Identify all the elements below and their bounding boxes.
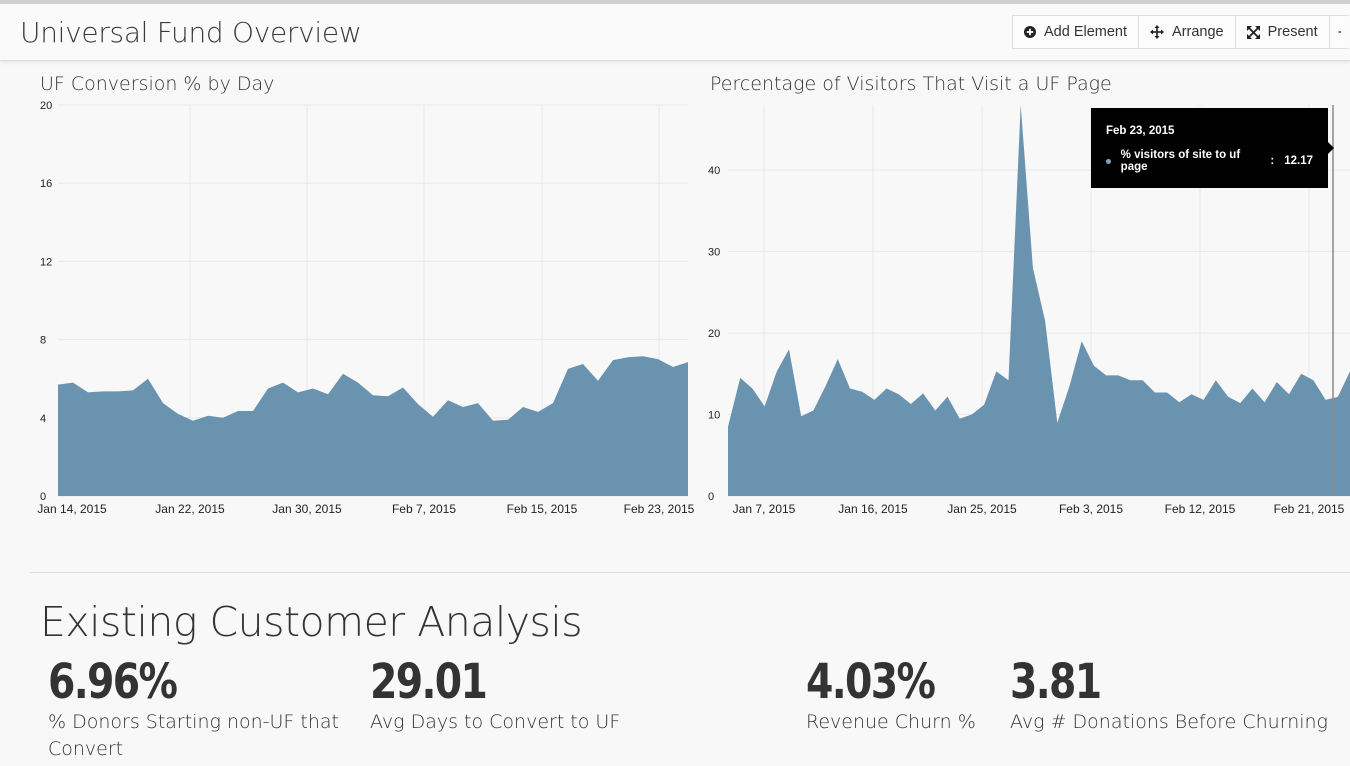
- present-label: Present: [1267, 24, 1318, 40]
- more-options-button[interactable]: [1328, 15, 1349, 49]
- arrange-label: Arrange: [1172, 24, 1224, 40]
- metric-value: 6.96%: [48, 654, 178, 710]
- y-tick-label: 4: [40, 413, 46, 425]
- move-arrows-icon: [1150, 25, 1165, 39]
- tooltip-date: Feb 23, 2015: [1106, 125, 1175, 137]
- x-tick-label: Feb 7, 2015: [392, 502, 456, 516]
- y-tick-label: 10: [708, 410, 720, 422]
- page-title: Universal Fund Overview: [20, 16, 362, 49]
- y-tick-label: 0: [40, 491, 46, 503]
- metric-label: % Donors Starting non-UF that Convert: [48, 711, 339, 760]
- chart-tooltip: Feb 23, 2015 % visitors of site to uf pa…: [1091, 108, 1334, 188]
- tooltip-value: 12.17: [1284, 155, 1313, 167]
- y-tick-label: 30: [708, 247, 720, 259]
- x-tick-label: Jan 22, 2015: [155, 502, 225, 516]
- tooltip-separator: :: [1270, 155, 1275, 167]
- dashboard-header: Universal Fund Overview Add Element Arra…: [0, 4, 1350, 61]
- add-element-label: Add Element: [1044, 24, 1128, 40]
- chart-title-visitors: Percentage of Visitors That Visit a UF P…: [710, 73, 1112, 95]
- area-series-2: [728, 105, 1350, 496]
- y-tick-label: 20: [708, 328, 720, 340]
- x-tick-label: Jan 16, 2015: [838, 502, 908, 516]
- metric-card: 4.03% Revenue Churn %: [806, 654, 996, 736]
- expand-icon: [1246, 25, 1260, 39]
- toolbar: Add Element Arrange P: [1012, 15, 1349, 51]
- x-tick-label: Jan 7, 2015: [733, 502, 796, 516]
- x-tick-label: Jan 14, 2015: [37, 502, 107, 516]
- tooltip-row: % visitors of site to uf page : 12.17: [1106, 149, 1313, 173]
- y-tick-label: 12: [40, 256, 52, 268]
- metric-value: 4.03%: [806, 654, 936, 710]
- metric-label: Avg # Donations Before Churning: [1010, 711, 1328, 733]
- metric-value: 3.81: [1010, 654, 1102, 710]
- tooltip-series-name: % visitors of site to uf page: [1120, 149, 1241, 173]
- y-tick-label: 40: [708, 165, 720, 177]
- x-tick-label: Feb 15, 2015: [507, 502, 578, 516]
- x-tick-label: Jan 30, 2015: [272, 502, 342, 516]
- plus-circle-icon: [1024, 26, 1036, 38]
- present-button[interactable]: Present: [1234, 15, 1330, 49]
- x-tick-label: Feb 23, 2015: [624, 502, 695, 516]
- metric-value: 29.01: [370, 654, 488, 710]
- arrange-button[interactable]: Arrange: [1138, 15, 1236, 49]
- section-title: Existing Customer Analysis: [40, 598, 583, 646]
- x-tick-label: Feb 21, 2015: [1274, 502, 1345, 516]
- chart-title-conversion: UF Conversion % by Day: [40, 73, 275, 95]
- x-tick-label: Jan 25, 2015: [947, 502, 1017, 516]
- tooltip-series-dot: [1106, 158, 1111, 164]
- metric-label: Revenue Churn %: [806, 711, 976, 733]
- window-top-border: [0, 0, 1350, 4]
- x-tick-label: Feb 12, 2015: [1165, 502, 1236, 516]
- section-divider: [30, 572, 1350, 573]
- y-tick-label: 8: [40, 335, 46, 347]
- more-icon: [1338, 31, 1341, 33]
- area-series-1: [58, 356, 688, 496]
- y-tick-label: 0: [708, 491, 714, 503]
- y-tick-label: 16: [40, 178, 52, 190]
- metric-card: 6.96% % Donors Starting non-UF that Conv…: [48, 654, 348, 763]
- metric-card: 3.81 Avg # Donations Before Churning: [1010, 654, 1340, 736]
- y-tick-label: 20: [40, 100, 52, 112]
- metric-card: 29.01 Avg Days to Convert to UF: [370, 654, 700, 736]
- metric-label: Avg Days to Convert to UF: [370, 711, 621, 733]
- x-tick-label: Feb 3, 2015: [1059, 502, 1123, 516]
